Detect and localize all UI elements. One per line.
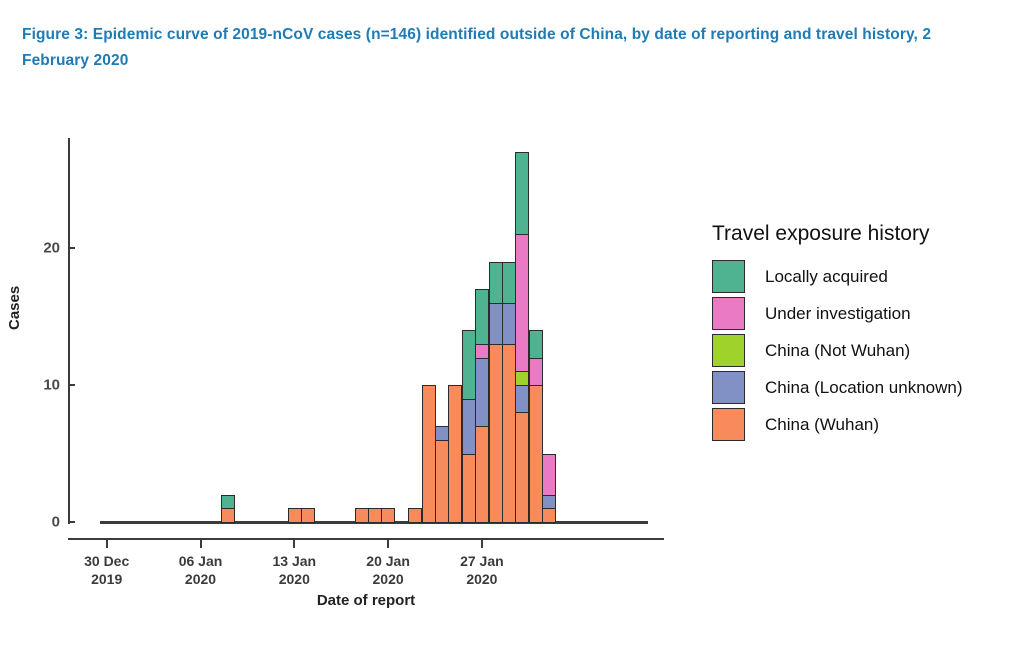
bar-segment [515,385,530,414]
bar [220,494,235,524]
x-tick-label-date: 13 Jan [272,553,317,569]
bar-segment [448,385,463,524]
bar [528,330,543,524]
x-axis-line [68,538,664,540]
y-tick-mark [68,384,75,386]
legend-items: Locally acquired Under investigation China… [712,258,1012,443]
bar-segment [542,508,557,524]
legend-item-label: China (Wuhan) [765,414,880,434]
x-tick-label-year: 2020 [278,571,310,587]
bar-segment [461,398,476,455]
x-tick-label: 13 Jan 2020 [273,552,317,588]
bar-segment [287,508,302,524]
bar-segment [502,343,516,524]
bar-segment [475,426,490,524]
bar-segment [435,439,449,524]
bar [448,385,463,524]
bar-segment [528,330,543,359]
bar-segment [408,508,423,524]
bar [354,508,369,524]
legend-item: China (Not Wuhan) [712,332,1012,369]
x-tick-label-year: 2019 [91,571,123,587]
x-tick-label-date: 30 Dec [84,553,130,569]
bar-segment [421,385,436,524]
bar [435,426,449,524]
y-tick-mark [68,247,75,249]
bar-segment [515,412,530,524]
bar-segment [368,508,382,524]
x-tick-mark [105,540,108,548]
bar-segment [354,508,369,524]
legend-item: Locally acquired [712,258,1012,295]
legend-item-label: Locally acquired [765,266,888,286]
x-tick-label-year: 2020 [466,571,498,587]
x-tick-label: 30 Dec 2019 [84,552,129,588]
x-tick-label-date: 27 Jan [460,553,504,569]
bar-segment [301,508,315,524]
x-axis-title: Date of report [316,592,416,609]
bar-segment [528,385,543,524]
bar-segment [381,508,396,524]
legend-swatch-icon [712,260,745,293]
bar [502,261,516,524]
legend-item: China (Wuhan) [712,406,1012,443]
bar [488,261,503,524]
legend-swatch-icon [712,334,745,367]
bar-segment [528,357,543,387]
bar [461,330,476,524]
bar-segment [461,453,476,524]
bar-segment [502,261,516,305]
legend: Travel exposure history Locally acquired… [712,222,1012,443]
bar-segment [461,330,476,401]
legend-item: Under investigation [712,295,1012,332]
x-tick-label-year: 2020 [184,571,217,587]
legend-title: Travel exposure history [712,222,930,245]
bar [515,152,530,524]
bar [381,508,396,524]
bar-segment [488,302,503,346]
bar [287,508,302,524]
y-tick-label: 20 [43,239,60,257]
y-axis-line [68,138,70,524]
x-tick-mark [480,540,483,548]
legend-item: China (Location unknown) [712,369,1012,406]
bar [421,385,436,524]
bar-segment [542,453,557,496]
x-tick-label-date: 06 Jan [178,553,223,569]
y-tick-label: 10 [43,376,60,394]
bar-segment [488,343,503,524]
bar-segment [220,508,235,524]
bar-segment [488,261,503,305]
legend-item-label: Under investigation [765,303,911,323]
x-tick-label: 06 Jan 2020 [179,552,223,588]
x-tick-label: 27 Jan 2020 [460,552,504,588]
legend-swatch-icon [712,408,745,441]
y-tick-mark [68,521,75,523]
legend-item-label: China (Location unknown) [765,377,963,397]
figure-title: Figure 3: Epidemic curve of 2019-nCoV ca… [22,26,932,69]
x-tick-label: 20 Jan 2020 [366,552,410,588]
legend-swatch-icon [712,297,745,330]
legend-item-label: China (Not Wuhan) [765,340,911,360]
bar [475,289,490,524]
bar [542,453,557,524]
bar [301,508,315,524]
y-tick-label: 0 [51,513,60,531]
legend-swatch-icon [712,371,745,404]
bar-segment [502,302,516,346]
x-tick-mark [293,540,296,548]
x-tick-label-date: 20 Jan [366,553,410,569]
bar [368,508,382,524]
bar-segment [475,289,490,346]
x-tick-mark [199,540,202,548]
x-tick-label-year: 2020 [372,571,404,587]
bar [408,508,423,524]
x-tick-mark [387,540,390,548]
bar-segment [515,152,530,236]
bar-segment [515,234,530,373]
bar-segment [475,357,490,428]
